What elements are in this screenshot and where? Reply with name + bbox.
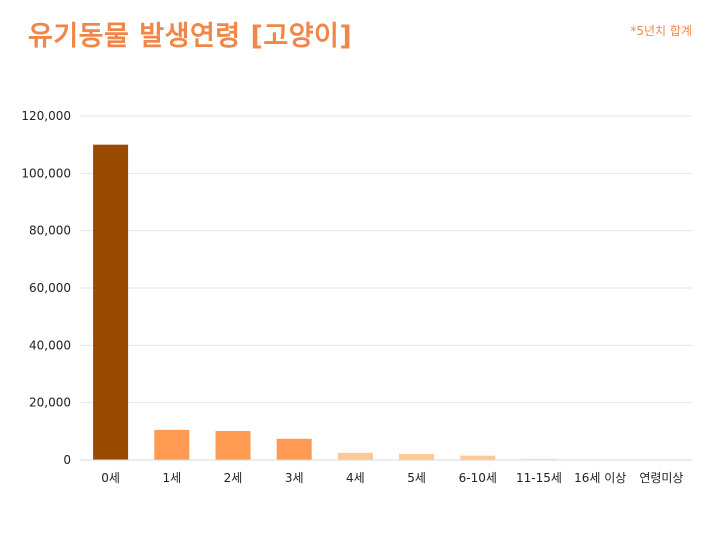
x-tick-label: 5세 [407, 471, 426, 485]
x-tick-label: 4세 [346, 471, 365, 485]
bar [215, 431, 251, 460]
gridlines [80, 115, 692, 404]
y-tick-label: 20,000 [29, 396, 71, 410]
x-tick-label: 1세 [162, 471, 181, 485]
bar [337, 452, 373, 460]
x-tick-label: 0세 [101, 471, 120, 485]
bar [276, 438, 312, 460]
y-tick-label: 0 [63, 453, 71, 467]
x-tick-label: 11-15세 [516, 471, 562, 485]
y-tick-label: 80,000 [29, 224, 71, 238]
y-axis-ticks: 0 20,000 40,000 60,000 80,000 100,000 120,000 [21, 109, 71, 467]
y-tick-label: 100,000 [21, 166, 71, 180]
chart-title: 유기동물 발생연령 [고양이] [28, 21, 353, 52]
bars [93, 144, 679, 461]
bar [154, 429, 190, 460]
bar [521, 458, 557, 460]
x-tick-label: 연령미상 [639, 471, 683, 485]
y-tick-label: 40,000 [29, 338, 71, 352]
x-tick-label: 3세 [285, 471, 304, 485]
x-tick-label: 6-10세 [459, 471, 497, 485]
bar [460, 455, 496, 460]
y-tick-label: 60,000 [29, 281, 71, 295]
bar [399, 453, 435, 460]
y-tick-label: 120,000 [21, 109, 71, 123]
bar [93, 144, 129, 460]
x-tick-label: 16세 이상 [574, 471, 626, 485]
chart-note: *5년치 합계 [630, 24, 692, 38]
x-tick-label: 2세 [224, 471, 243, 485]
x-axis-ticks: 0세 1세 2세 3세 4세 5세 6-10세 11-15세 16세 이상 연령미상 [101, 471, 683, 485]
